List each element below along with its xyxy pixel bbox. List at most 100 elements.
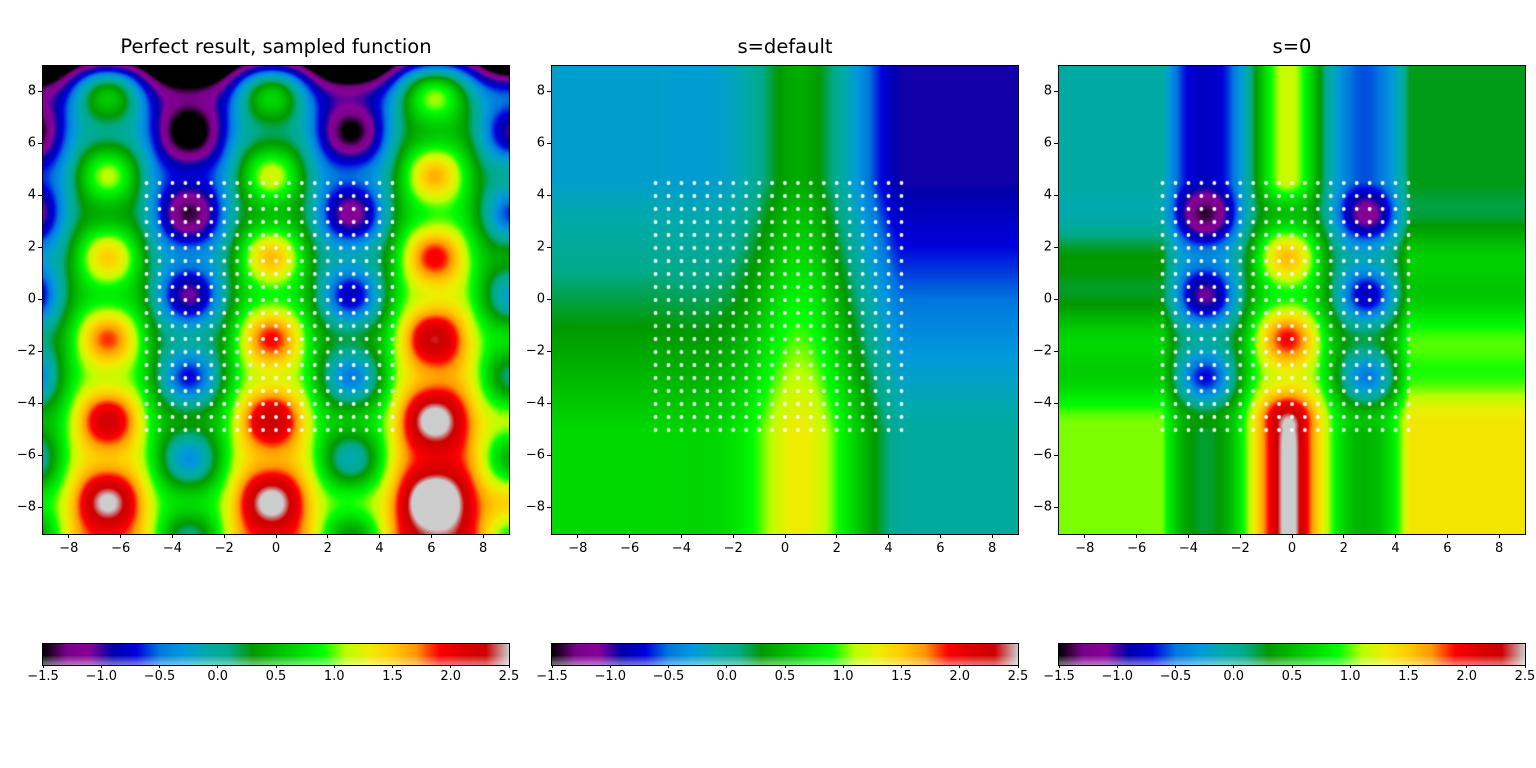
y-tick-label: −2 — [16, 343, 36, 359]
colorbar-tick-mark — [217, 665, 219, 668]
y-tick-label: 6 — [1043, 135, 1052, 151]
x-tick-label: 4 — [884, 541, 893, 556]
x-tick-label: −8 — [568, 541, 588, 556]
y-tick-label: 2 — [1043, 239, 1052, 255]
colorbar-canvas-s-default — [552, 644, 1018, 665]
colorbar-tick-label: 0.0 — [207, 669, 229, 684]
x-tick-label: −6 — [1127, 541, 1147, 556]
x-tick-label: 0 — [780, 541, 790, 556]
colorbar-tick-label: −1.5 — [1043, 669, 1075, 684]
y-tick-label: 0 — [27, 291, 36, 307]
colorbar-tick-label: 2.5 — [1514, 669, 1536, 684]
y-tick-mark — [38, 246, 42, 248]
x-tick-mark — [680, 534, 682, 538]
x-tick-label: 2 — [832, 541, 841, 556]
y-tick-mark — [1054, 246, 1058, 248]
colorbar-tick-mark — [392, 665, 393, 668]
y-tick-label: −6 — [16, 447, 36, 463]
colorbar-tick-label: −1.0 — [594, 669, 627, 684]
colorbar-tick-mark — [1524, 665, 1526, 668]
x-tick-label: 8 — [987, 541, 997, 556]
y-tick-label: 8 — [536, 83, 545, 99]
x-tick-mark — [629, 534, 631, 538]
y-tick-mark — [1054, 298, 1058, 300]
x-tick-label: −4 — [162, 541, 183, 556]
colorbar-tick-label: −0.5 — [143, 669, 176, 684]
y-tick-mark — [1054, 90, 1058, 92]
colorbar-tick-mark — [842, 665, 844, 668]
heatmap-canvas-s-zero — [1059, 66, 1525, 534]
y-tick-mark — [38, 350, 42, 352]
x-tick-label: 6 — [1443, 541, 1452, 556]
colorbar-tick-label: 2.5 — [1007, 669, 1029, 684]
x-tick-label: −8 — [1075, 541, 1095, 556]
y-tick-mark — [38, 298, 42, 300]
colorbar-tick-label: 2.0 — [1456, 669, 1478, 684]
x-tick-mark — [836, 534, 838, 538]
x-tick-label: 6 — [936, 541, 945, 556]
x-tick-label: 4 — [375, 541, 384, 556]
y-tick-mark — [547, 506, 551, 508]
panel-title-s-zero: s=0 — [1272, 35, 1312, 58]
y-tick-label: 6 — [536, 135, 545, 151]
x-tick-mark — [1395, 534, 1397, 538]
colorbar-perfect — [42, 643, 510, 666]
x-tick-mark — [1446, 534, 1448, 538]
y-tick-label: −2 — [1032, 343, 1052, 359]
x-tick-mark — [379, 534, 381, 538]
y-tick-mark — [38, 402, 42, 404]
colorbar-tick-label: 1.5 — [891, 669, 912, 684]
colorbar-tick-mark — [275, 665, 277, 668]
x-tick-mark — [1239, 534, 1241, 538]
colorbar-tick-label: 0.5 — [774, 669, 796, 684]
colorbar-tick-label: −0.5 — [652, 669, 685, 684]
y-tick-label: −8 — [525, 499, 545, 515]
colorbar-tick-mark — [450, 665, 452, 668]
x-tick-mark — [430, 534, 432, 538]
y-tick-label: −2 — [525, 343, 545, 359]
x-tick-label: −2 — [1230, 541, 1250, 556]
y-tick-mark — [1054, 142, 1058, 144]
y-tick-label: 4 — [1043, 187, 1052, 203]
heatmap-panel-perfect — [42, 65, 510, 535]
x-tick-label: 8 — [1494, 541, 1504, 556]
y-tick-label: −4 — [525, 395, 545, 411]
colorbar-tick-label: 2.0 — [440, 669, 462, 684]
y-tick-label: −8 — [1032, 499, 1052, 515]
x-tick-mark — [171, 534, 173, 538]
x-tick-label: −4 — [671, 541, 692, 556]
y-tick-label: −8 — [16, 499, 36, 515]
y-tick-mark — [38, 142, 42, 144]
colorbar-tick-mark — [1349, 665, 1351, 668]
x-tick-mark — [1084, 534, 1086, 538]
colorbar-tick-mark — [1116, 665, 1118, 668]
x-tick-label: −4 — [1178, 541, 1199, 556]
x-tick-mark — [68, 534, 70, 538]
colorbar-tick-mark — [1175, 665, 1176, 668]
colorbar-tick-label: 0.0 — [716, 669, 738, 684]
colorbar-tick-label: 1.5 — [382, 669, 403, 684]
heatmap-canvas-perfect — [43, 66, 509, 534]
y-tick-mark — [547, 350, 551, 352]
colorbar-tick-mark — [159, 665, 160, 668]
colorbar-tick-label: 1.0 — [1339, 669, 1361, 684]
colorbar-tick-mark — [333, 665, 335, 668]
colorbar-tick-mark — [1466, 665, 1468, 668]
colorbar-tick-mark — [901, 665, 902, 668]
colorbar-tick-mark — [551, 665, 553, 668]
colorbar-tick-label: 2.5 — [498, 669, 520, 684]
x-tick-mark — [120, 534, 122, 538]
x-tick-label: 0 — [1287, 541, 1297, 556]
y-tick-label: 4 — [536, 187, 545, 203]
y-tick-label: 0 — [1043, 291, 1052, 307]
colorbar-tick-mark — [668, 665, 669, 668]
x-tick-mark — [732, 534, 734, 538]
colorbar-tick-mark — [1233, 665, 1235, 668]
x-tick-label: −2 — [214, 541, 234, 556]
y-tick-mark — [547, 90, 551, 92]
x-tick-mark — [1291, 534, 1293, 538]
colorbar-s-zero — [1058, 643, 1526, 666]
panel-title-s-default: s=default — [737, 35, 833, 58]
colorbar-tick-label: −0.5 — [1159, 669, 1192, 684]
